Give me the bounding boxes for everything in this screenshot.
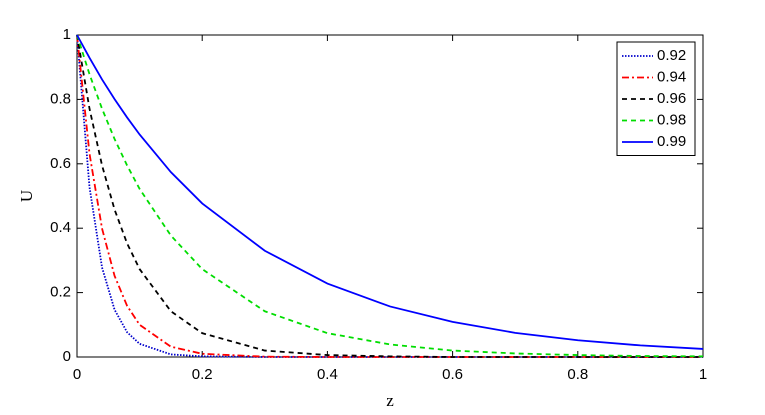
line-series xyxy=(76,34,703,358)
line-series xyxy=(76,34,703,358)
legend-box xyxy=(616,41,696,156)
line-series xyxy=(76,34,704,358)
line-series xyxy=(76,34,703,358)
y-axis-label: U xyxy=(17,190,36,202)
legend-label: 0.98 xyxy=(657,111,686,128)
y-tick-label: 1 xyxy=(63,26,71,43)
line-series xyxy=(76,34,704,350)
y-tick-label: 0 xyxy=(63,348,71,365)
x-tick-label: 0.4 xyxy=(317,366,338,383)
y-tick-label: 0.6 xyxy=(50,155,71,172)
x-tick-label: 0.8 xyxy=(567,366,588,383)
x-tick-label: 0.2 xyxy=(192,366,213,383)
legend-label: 0.96 xyxy=(657,90,686,107)
y-tick-label: 0.8 xyxy=(50,90,71,107)
y-tick-label: 0.2 xyxy=(50,284,71,301)
x-tick-label: 0 xyxy=(73,366,81,383)
x-axis-label: z xyxy=(386,391,394,410)
legend-label: 0.92 xyxy=(657,47,686,64)
legend-label: 0.99 xyxy=(657,133,686,150)
plot-frame xyxy=(76,34,704,358)
x-tick-label: 1 xyxy=(699,366,707,383)
x-tick-label: 0.6 xyxy=(442,366,463,383)
y-tick-label: 0.4 xyxy=(50,219,71,236)
legend-label: 0.94 xyxy=(657,68,686,85)
